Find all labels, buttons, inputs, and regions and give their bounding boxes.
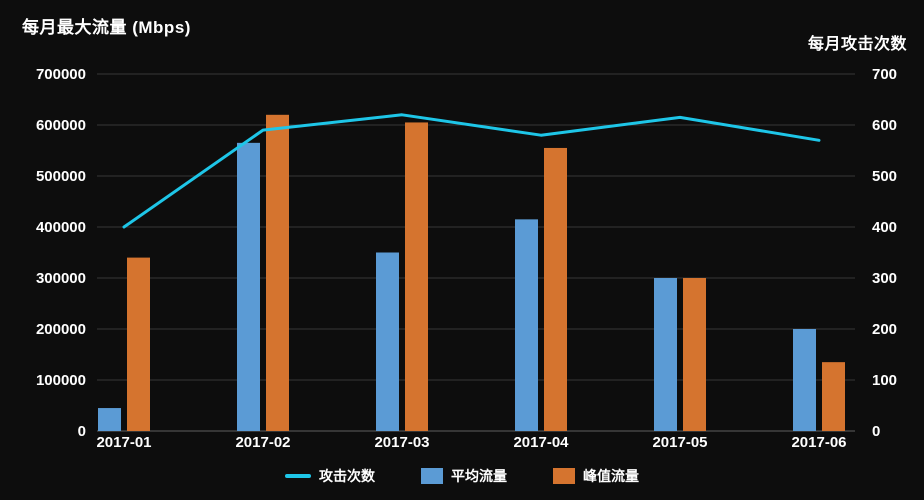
left-axis-tick-label: 700000 — [36, 66, 86, 83]
right-axis-tick-label: 200 — [872, 321, 897, 338]
x-axis-label: 2017-04 — [513, 434, 569, 451]
right-axis-tick-label: 600 — [872, 117, 897, 134]
x-axis-label: 2017-02 — [235, 434, 290, 451]
right-axis-tick-label: 0 — [872, 423, 880, 440]
peak-traffic-bar — [822, 362, 845, 431]
avg-traffic-bar — [654, 278, 677, 431]
left-axis-tick-label: 100000 — [36, 372, 86, 389]
x-axis-label: 2017-05 — [652, 434, 707, 451]
chart-legend: 攻击次数 平均流量 峰值流量 — [0, 463, 924, 489]
right-axis-tick-label: 700 — [872, 66, 897, 83]
attack-count-line — [122, 113, 821, 229]
avg-traffic-bar — [793, 329, 816, 431]
left-axis-title: 每月最大流量 (Mbps) — [22, 18, 191, 37]
left-axis-tick-label: 500000 — [36, 168, 86, 185]
peak-traffic-bar — [266, 114, 289, 432]
legend-label: 攻击次数 — [319, 468, 375, 484]
avg-traffic-bar — [515, 219, 538, 431]
x-axis-label: 2017-06 — [791, 434, 846, 451]
peak-traffic-bar — [405, 122, 428, 431]
left-axis-tick-label: 0 — [78, 423, 86, 440]
left-axis-tick-label: 400000 — [36, 219, 86, 236]
peak-traffic-bar — [683, 278, 706, 431]
right-axis-tick-label: 400 — [872, 219, 897, 236]
legend-item-average-traffic[interactable]: 平均流量 — [421, 466, 507, 486]
attack-line-swatch-icon — [285, 474, 311, 478]
left-axis-tick-label: 200000 — [36, 321, 86, 338]
peak-bar-swatch-icon — [553, 468, 575, 484]
legend-item-attack-count[interactable]: 攻击次数 — [285, 466, 375, 486]
avg-traffic-bar — [237, 142, 260, 431]
right-axis-tick-label: 100 — [872, 372, 897, 389]
peak-traffic-bar — [544, 147, 567, 431]
right-axis-tick-label: 500 — [872, 168, 897, 185]
avg-bar-swatch-icon — [421, 468, 443, 484]
peak-traffic-bar — [127, 257, 150, 431]
left-axis-tick-label: 300000 — [36, 270, 86, 287]
legend-label: 峰值流量 — [583, 468, 639, 484]
left-axis-tick-label: 600000 — [36, 117, 86, 134]
x-axis-label: 2017-01 — [96, 434, 151, 451]
avg-traffic-bar — [98, 408, 121, 431]
right-axis-tick-label: 300 — [872, 270, 897, 287]
legend-label: 平均流量 — [451, 468, 507, 484]
legend-item-peak-traffic[interactable]: 峰值流量 — [553, 466, 639, 486]
x-axis-label: 2017-03 — [374, 434, 429, 451]
right-axis-title: 每月攻击次数 — [807, 36, 907, 53]
avg-traffic-bar — [376, 252, 399, 431]
